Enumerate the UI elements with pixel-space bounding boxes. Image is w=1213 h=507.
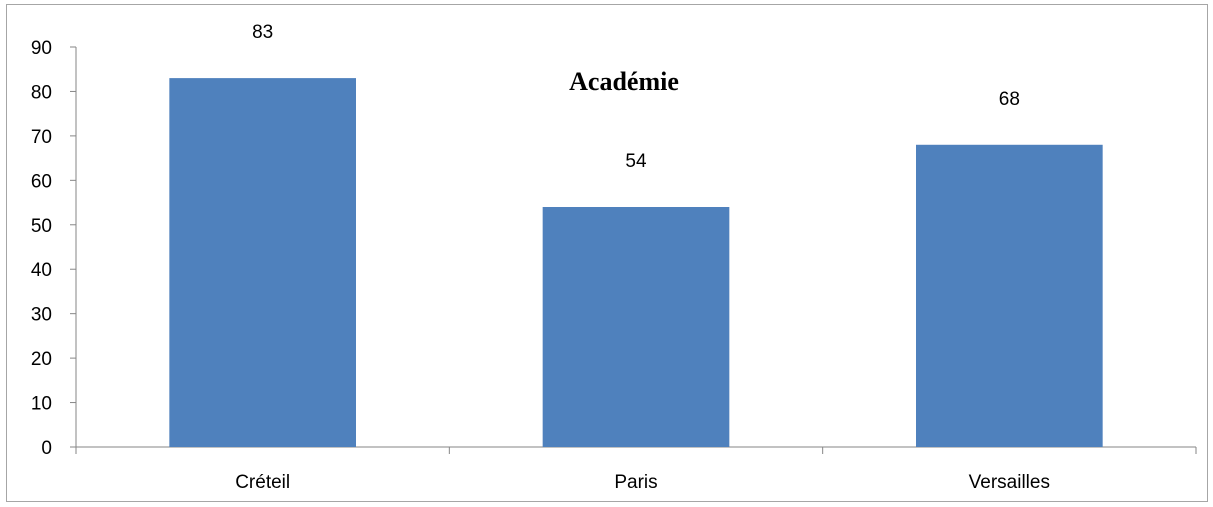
x-tick-label: Paris xyxy=(614,472,657,493)
chart-title: Académie xyxy=(569,67,679,96)
x-tick-label: Créteil xyxy=(235,472,290,493)
y-tick-label: 20 xyxy=(31,349,52,370)
y-tick-label: 50 xyxy=(31,216,52,237)
y-tick-label: 30 xyxy=(31,305,52,326)
data-label: 54 xyxy=(625,151,647,172)
x-tick-label: Versailles xyxy=(969,472,1050,493)
y-tick-label: 0 xyxy=(41,438,52,459)
bar-versailles xyxy=(916,144,1103,447)
bar-créteil xyxy=(169,78,356,447)
y-tick-label: 80 xyxy=(31,82,52,103)
y-tick-label: 10 xyxy=(31,394,52,415)
y-axis: 0 10 20 30 40 50 60 70 80 90 xyxy=(31,38,77,459)
x-axis: Créteil Paris Versailles xyxy=(75,446,1197,493)
bar-paris xyxy=(542,207,730,447)
y-tick-label: 60 xyxy=(31,171,52,192)
data-labels: 83 54 68 xyxy=(252,22,1020,172)
y-tick-label: 40 xyxy=(31,260,52,281)
data-label: 68 xyxy=(999,89,1020,110)
bars xyxy=(169,78,1103,447)
data-label: 83 xyxy=(252,22,273,43)
y-tick-label: 90 xyxy=(31,38,52,59)
y-tick-label: 70 xyxy=(31,127,52,148)
